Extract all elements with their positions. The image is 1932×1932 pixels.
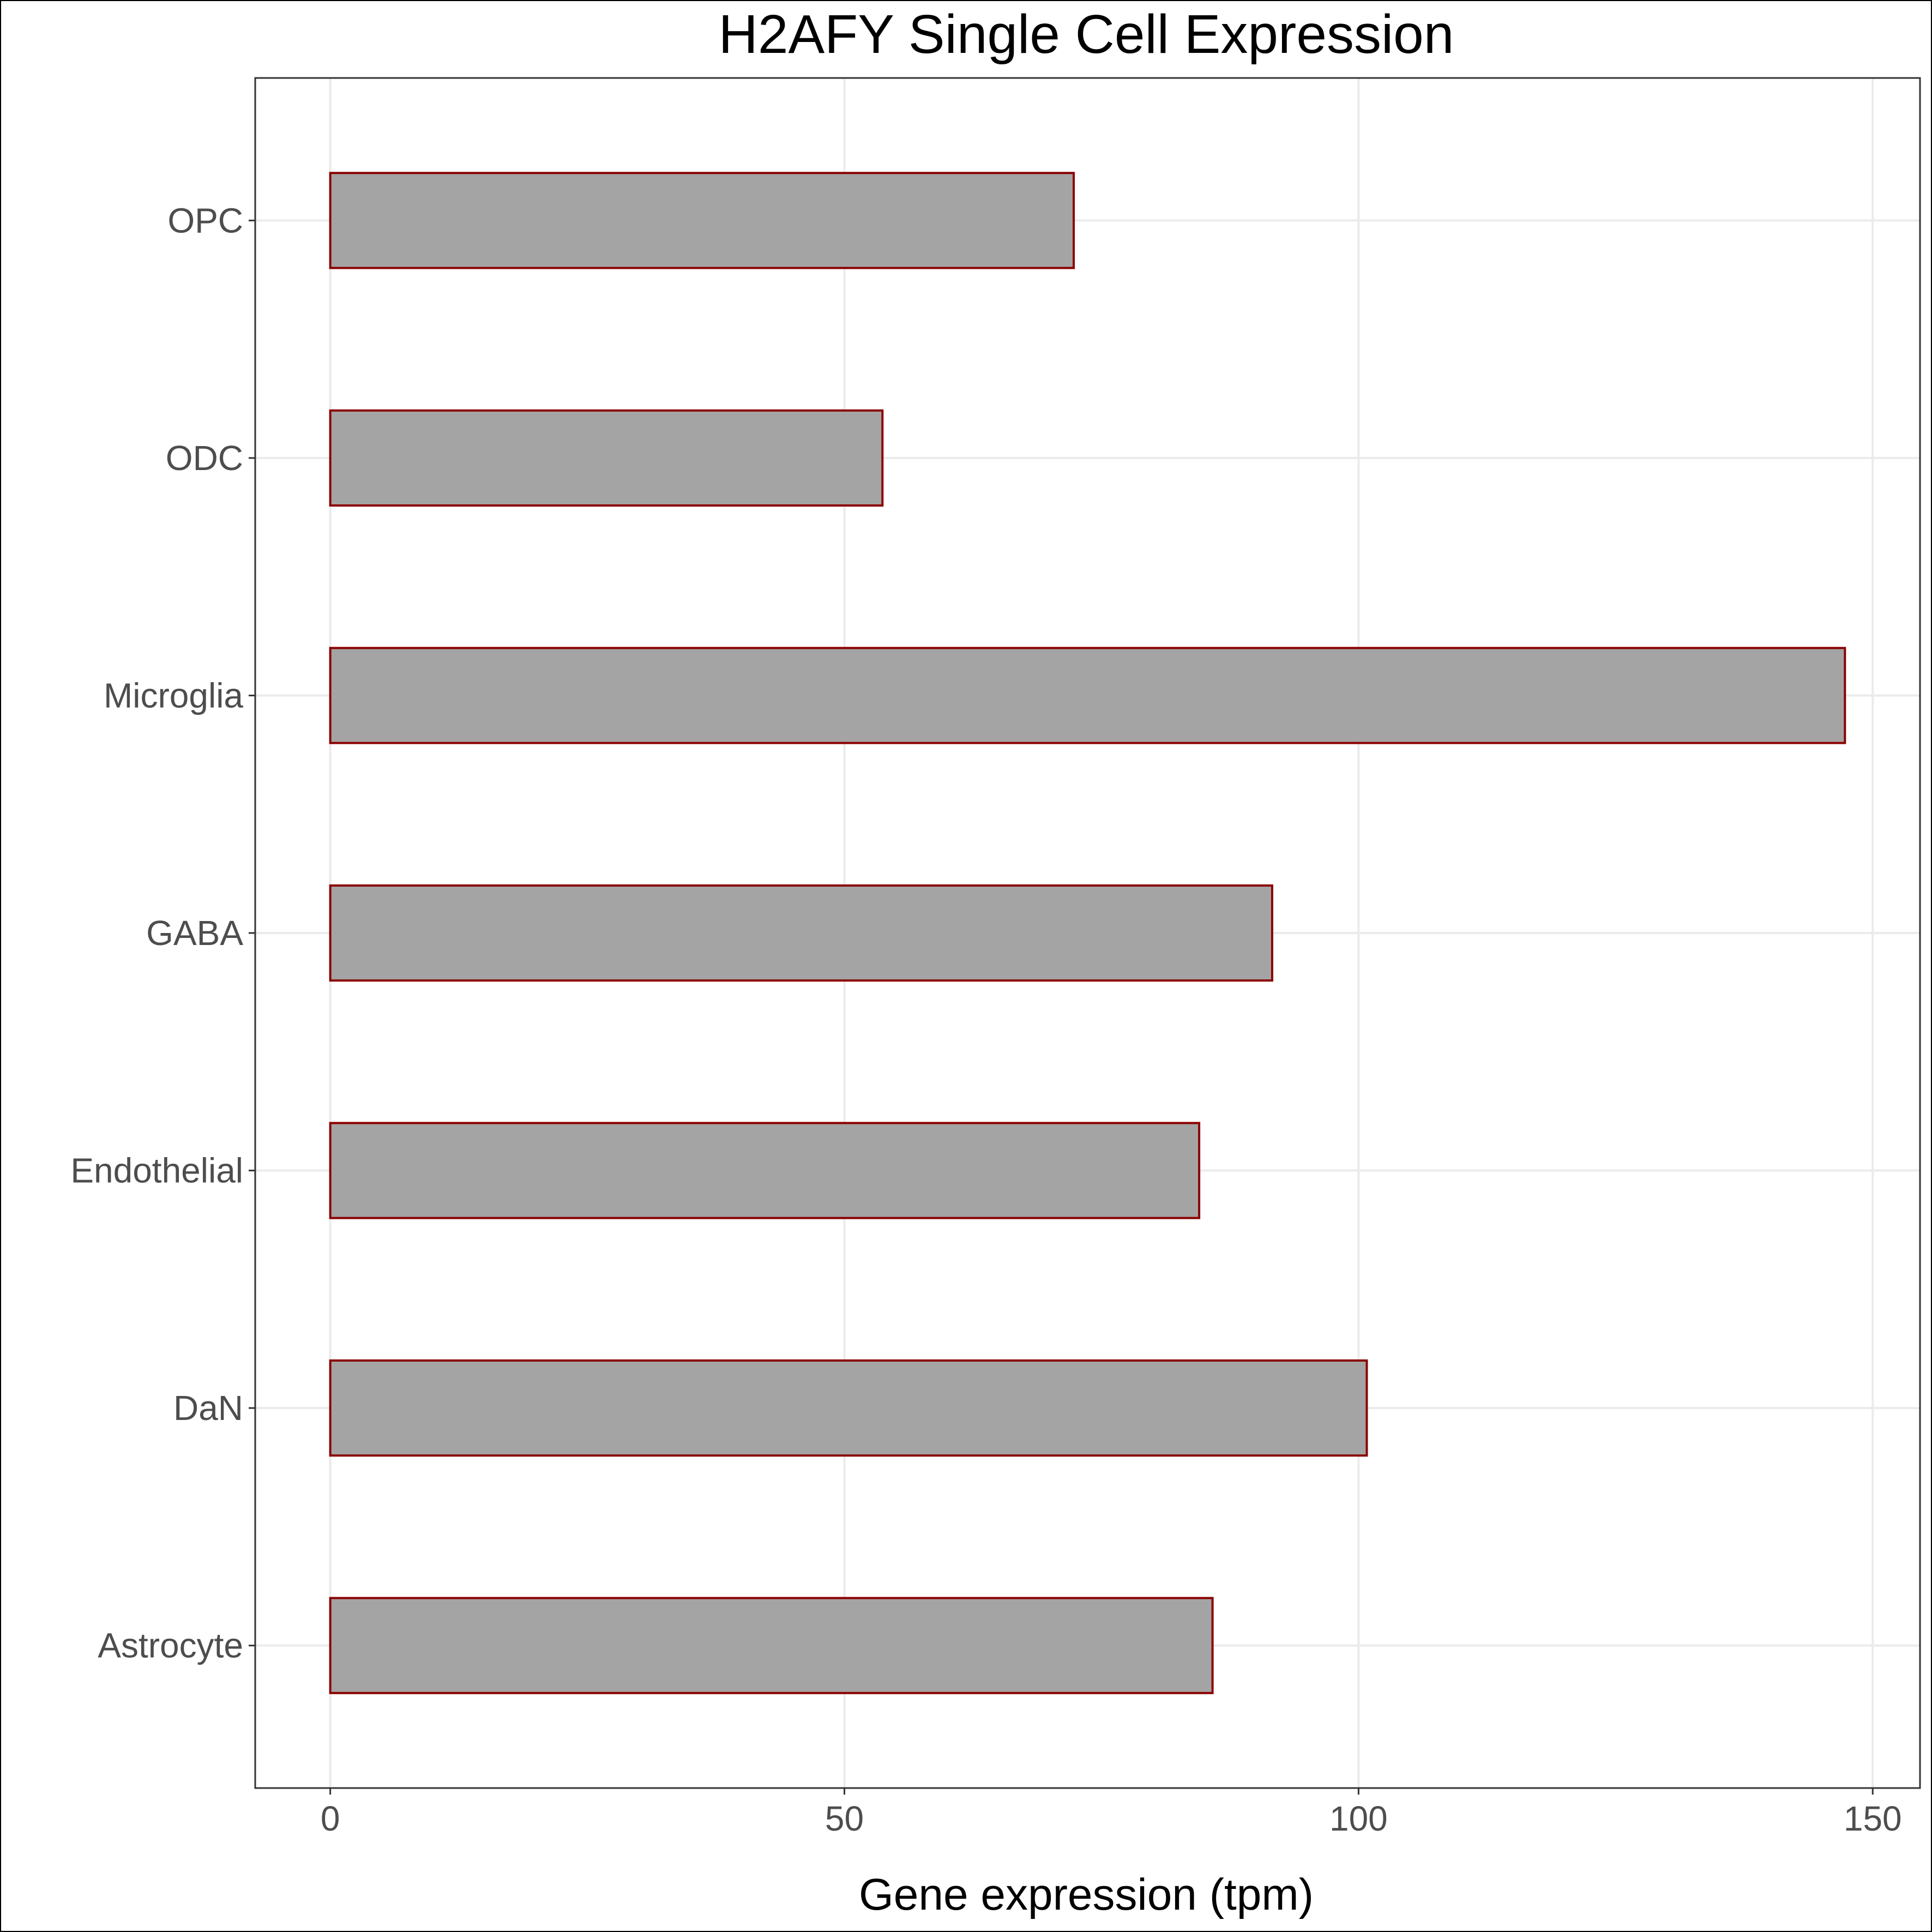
- y-tick-label: DaN: [173, 1388, 243, 1428]
- x-tick-label: 50: [825, 1799, 864, 1838]
- x-tick-label: 100: [1329, 1799, 1388, 1838]
- bar-dan: [329, 1359, 1368, 1457]
- x-axis-title: Gene expression (tpm): [859, 1870, 1314, 1919]
- y-tick-label: Microglia: [104, 676, 243, 715]
- x-tick-label: 0: [321, 1799, 340, 1838]
- bar-layer: [329, 172, 1846, 1694]
- bar-gaba: [329, 884, 1273, 982]
- y-tick-label: Astrocyte: [98, 1626, 243, 1665]
- x-axis: 0 50 100 150: [321, 1788, 1902, 1838]
- y-tick-label: ODC: [166, 438, 243, 478]
- bar-odc: [329, 409, 884, 507]
- y-tick-label: Endothelial: [70, 1151, 243, 1190]
- bar-endothelial: [329, 1122, 1201, 1219]
- chart-title: H2AFY Single Cell Expression: [719, 4, 1454, 65]
- x-tick-label: 150: [1844, 1799, 1902, 1838]
- y-tick-label: GABA: [146, 913, 243, 953]
- bar-opc: [329, 172, 1075, 269]
- bar-microglia: [329, 647, 1846, 744]
- y-axis: Astrocyte DaN Endothelial GABA Microglia ODC O…: [70, 201, 255, 1665]
- y-tick-label: OPC: [167, 201, 243, 240]
- bar-astrocyte: [329, 1597, 1214, 1694]
